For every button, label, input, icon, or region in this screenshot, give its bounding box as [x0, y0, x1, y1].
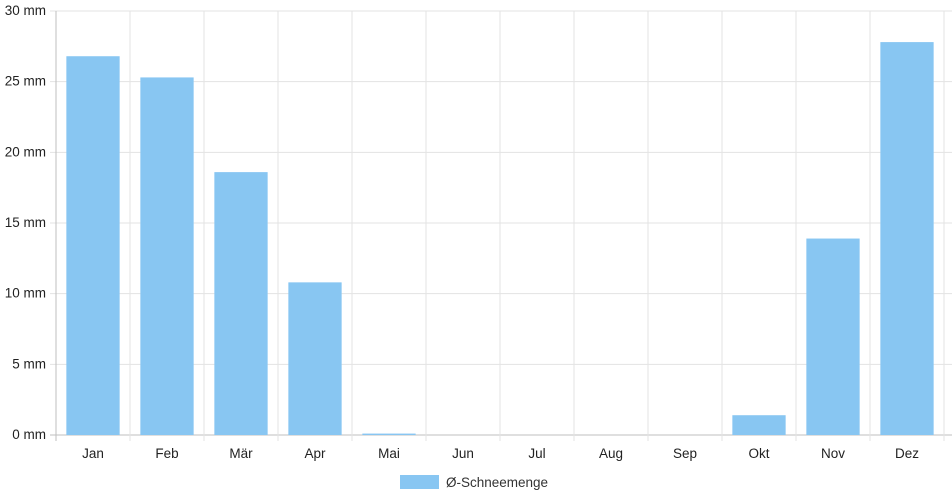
legend-swatch[interactable] [400, 475, 439, 489]
x-tick-label: Jan [82, 446, 104, 461]
bar-Mär[interactable] [214, 172, 268, 435]
x-tick-label: Feb [155, 446, 178, 461]
bar-Dez[interactable] [880, 42, 934, 436]
x-tick-label: Mär [229, 446, 253, 461]
x-tick-label: Aug [599, 446, 623, 461]
bar-Okt[interactable] [732, 415, 786, 435]
x-tick-label: Apr [304, 446, 326, 461]
y-tick-label: 10 mm [5, 286, 46, 301]
x-tick-label: Nov [821, 446, 845, 461]
x-axis: Jan Feb Mär Apr Mai Jun Jul Aug Sep Okt Nov Dez [82, 446, 919, 461]
y-tick-label: 20 mm [5, 144, 46, 159]
bar-Nov[interactable] [806, 238, 860, 435]
legend[interactable]: Ø-Schneemenge [400, 475, 548, 490]
y-tick-label: 15 mm [5, 215, 46, 230]
x-tick-label: Dez [895, 446, 919, 461]
bars [66, 42, 934, 436]
x-tick-label: Jul [528, 446, 545, 461]
y-axis: 0 mm 5 mm 10 mm 15 mm 20 mm 25 mm 30 mm [5, 3, 46, 442]
x-tick-label: Okt [748, 446, 769, 461]
x-tick-label: Sep [673, 446, 697, 461]
grid [50, 10, 952, 441]
y-tick-label: 25 mm [5, 74, 46, 89]
bar-Mai[interactable] [362, 433, 416, 435]
x-tick-label: Jun [452, 446, 474, 461]
bar-Feb[interactable] [140, 77, 194, 435]
legend-label[interactable]: Ø-Schneemenge [446, 475, 548, 490]
y-tick-label: 5 mm [12, 356, 46, 371]
y-tick-label: 0 mm [12, 427, 46, 442]
x-tick-label: Mai [378, 446, 400, 461]
bar-Jan[interactable] [66, 56, 120, 436]
y-tick-label: 30 mm [5, 3, 46, 18]
bar-Apr[interactable] [288, 282, 342, 435]
